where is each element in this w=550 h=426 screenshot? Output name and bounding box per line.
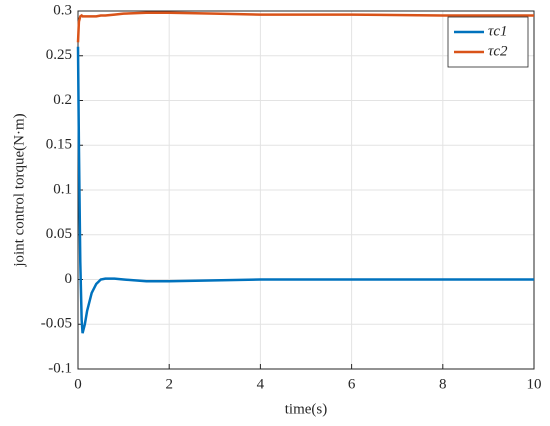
y-tick-label: -0.1 [48, 360, 72, 376]
y-tick-label: 0 [65, 271, 73, 287]
x-axis-label: time(s) [285, 401, 328, 417]
y-tick-label: 0.2 [53, 92, 72, 108]
legend-label: τc1 [488, 23, 508, 39]
y-tick-label: 0.3 [53, 2, 72, 18]
y-tick-label: 0.15 [46, 137, 72, 153]
x-tick-label: 8 [439, 376, 447, 392]
y-tick-label: -0.05 [41, 316, 72, 332]
x-tick-label: 10 [527, 376, 542, 392]
x-tick-label: 0 [74, 376, 82, 392]
x-tick-label: 2 [165, 376, 173, 392]
y-axis-label: joint control torque(N·m) [11, 113, 27, 267]
x-tick-label: 4 [257, 376, 265, 392]
y-tick-label: 0.25 [46, 47, 72, 63]
y-tick-label: 0.05 [46, 226, 72, 242]
y-tick-label: 0.1 [53, 181, 72, 197]
axes-box [77, 10, 535, 370]
legend-box [447, 16, 529, 68]
legend-label: τc2 [488, 43, 508, 59]
line-series [76, 11, 534, 43]
x-tick-label: 6 [348, 376, 356, 392]
line-series [76, 46, 534, 334]
